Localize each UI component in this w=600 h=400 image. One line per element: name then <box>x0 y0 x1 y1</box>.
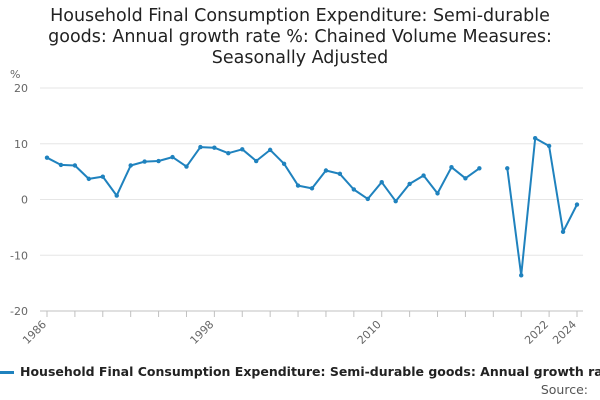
x-tick-label-2024: 2024 <box>550 318 579 347</box>
data-point-2005 <box>309 186 315 191</box>
series-line-segment-2 <box>506 137 578 277</box>
data-point-1999 <box>226 151 231 156</box>
data-point-2007 <box>337 171 343 177</box>
x-tick-label-2022: 2022 <box>522 318 551 347</box>
data-point-1998 <box>212 145 217 150</box>
series-group <box>44 135 580 278</box>
data-point-2000 <box>240 147 245 152</box>
legend-swatch <box>0 371 14 374</box>
data-point-2011 <box>393 198 398 204</box>
data-point-2002 <box>267 147 273 153</box>
data-point-2017 <box>477 166 482 171</box>
y-tick-label--10: -10 <box>10 249 28 262</box>
x-tick-label-2010: 2010 <box>355 318 384 347</box>
legend: Household Final Consumption Expenditure:… <box>0 364 600 379</box>
data-point-1988 <box>72 163 78 168</box>
legend-label: Household Final Consumption Expenditure:… <box>20 364 600 379</box>
data-point-1994 <box>156 158 161 164</box>
data-point-2010 <box>379 180 384 185</box>
data-point-2001 <box>254 158 259 164</box>
data-point-1991 <box>114 193 119 198</box>
title-line-3: Seasonally Adjusted <box>211 48 389 68</box>
data-point-2024 <box>574 202 580 207</box>
data-point-1989 <box>86 176 92 182</box>
y-tick-label-10: 10 <box>14 138 28 151</box>
y-tick-labels: 20 10 0 -10 -20 <box>10 82 28 318</box>
data-point-2006 <box>323 168 329 173</box>
data-point-1992 <box>128 163 133 168</box>
data-point-2019 <box>505 166 510 171</box>
data-point-2020 <box>519 273 524 278</box>
data-point-2012 <box>407 181 412 187</box>
data-point-1990 <box>100 174 105 179</box>
data-point-1995 <box>170 154 175 160</box>
y-axis-unit-label: % <box>10 68 20 81</box>
x-tick-label-1998: 1998 <box>187 318 216 347</box>
source-label: Source: <box>540 382 588 397</box>
series-line-segment-1 <box>46 146 480 203</box>
y-tick-label-20: 20 <box>14 82 28 95</box>
data-point-2022 <box>546 143 552 149</box>
data-point-1993 <box>142 159 147 164</box>
data-point-2013 <box>421 173 426 178</box>
chart-title: Household Final Consumption Expenditure:… <box>0 6 600 69</box>
data-point-2023 <box>560 229 566 235</box>
data-point-1996 <box>184 164 189 169</box>
x-tick-label-1986: 1986 <box>20 318 49 347</box>
y-tick-label--20: -20 <box>10 305 28 318</box>
data-point-2004 <box>295 183 301 188</box>
data-point-2015 <box>449 164 454 170</box>
title-line-2: goods: Annual growth rate %: Chained Vol… <box>48 27 552 47</box>
data-point-2009 <box>365 196 370 202</box>
data-point-2008 <box>351 187 357 192</box>
y-tick-label-0: 0 <box>21 194 28 207</box>
data-point-1986 <box>44 155 50 160</box>
data-point-2003 <box>281 161 287 167</box>
data-point-1997 <box>198 144 203 150</box>
data-point-2021 <box>532 135 538 141</box>
title-line-1: Household Final Consumption Expenditure:… <box>50 6 550 26</box>
gridlines <box>40 87 583 312</box>
data-point-1987 <box>58 162 64 168</box>
data-point-2016 <box>463 176 468 181</box>
data-point-2014 <box>435 191 440 196</box>
